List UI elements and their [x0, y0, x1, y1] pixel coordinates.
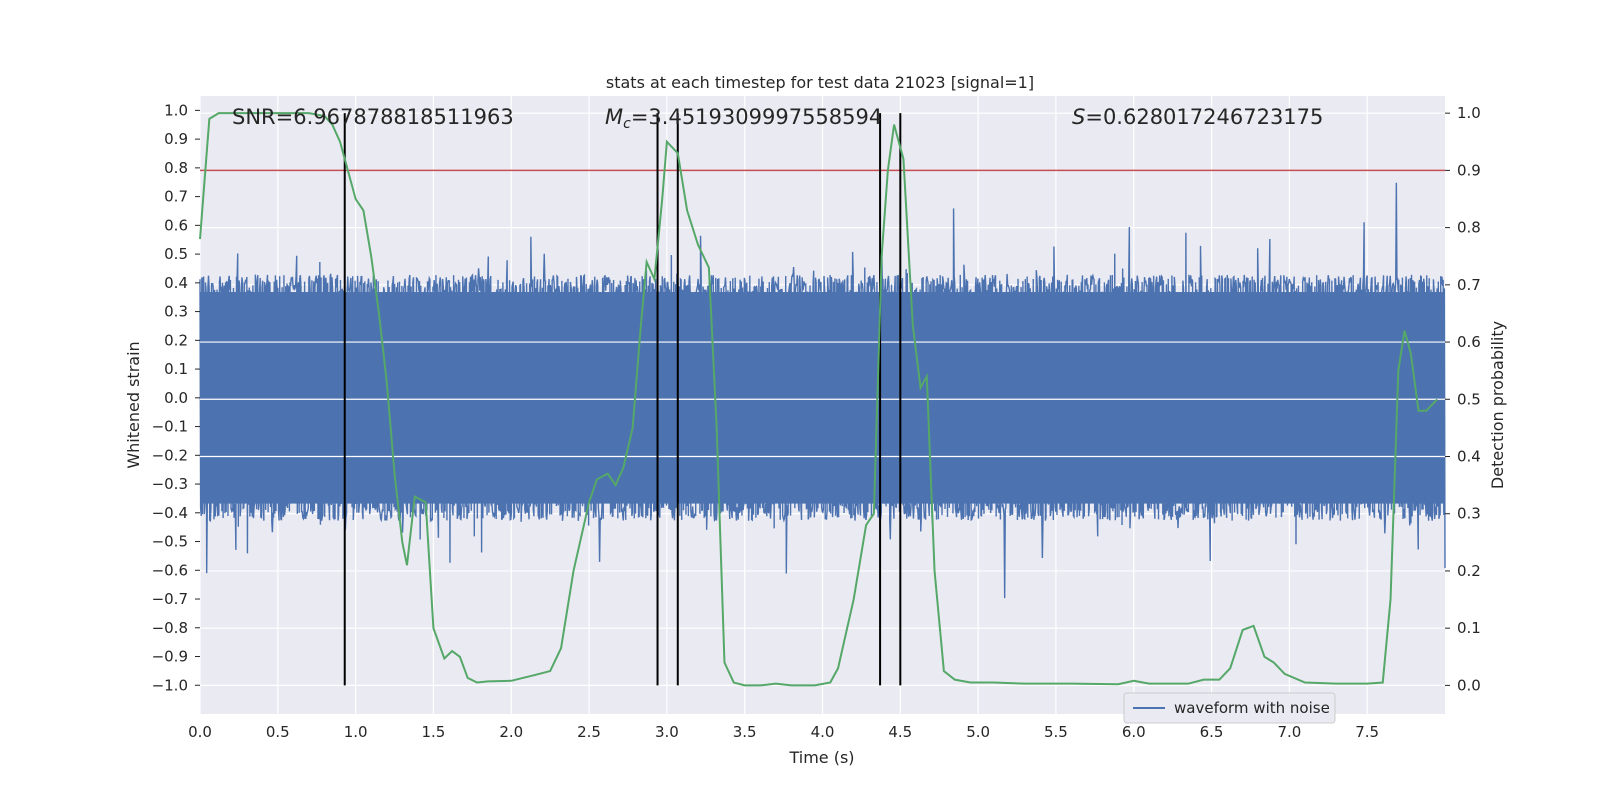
x-tick-label-5: 2.5 [577, 723, 601, 741]
chart-title: stats at each timestep for test data 210… [606, 73, 1034, 92]
y-right-tick-label-5: 0.5 [1457, 390, 1481, 408]
x-tick-label-7: 3.5 [733, 723, 757, 741]
y-left-tick-label-0: 1.0 [164, 101, 188, 119]
x-tick-label-3: 1.5 [422, 723, 446, 741]
y-left-tick-label-9: 0.1 [164, 360, 188, 378]
y-left-tick-label-14: −0.4 [152, 504, 188, 522]
x-tick-label-2: 1.0 [344, 723, 368, 741]
y-left-tick-label-2: 0.8 [164, 159, 188, 177]
y-left-tick-label-19: −0.9 [152, 648, 188, 666]
y-axis-right: 1.0 0.9 0.8 0.7 0.6 0.5 0.4 0.3 0.2 0.1 0.0 [1445, 104, 1481, 694]
overlay-layer [199, 112, 1445, 687]
y-left-tick-label-20: −1.0 [152, 676, 188, 694]
legend-box [1123, 692, 1336, 724]
s-annotation: S=0.628017246723175 [1072, 105, 1323, 129]
y-right-tick-label-6: 0.4 [1457, 448, 1481, 466]
y-left-tick-label-3: 0.7 [164, 188, 188, 206]
chirp-mass-annotation: Mc=3.4519309997558594 [605, 105, 882, 132]
x-tick-label-1: 0.5 [266, 723, 290, 741]
y-left-tick-label-10: 0.0 [164, 389, 188, 407]
y-left-tick-label-1: 0.9 [164, 130, 188, 148]
s-symbol: S [1072, 105, 1085, 129]
y-left-tick-label-18: −0.8 [152, 619, 188, 637]
chirp-mass-symbol: M [605, 105, 623, 129]
y-axis-left: 1.0 0.9 0.8 0.7 0.6 0.5 0.4 0.3 0.2 0.1 0.0 −0.1 −0.… [152, 101, 200, 694]
y-right-tick-label-7: 0.3 [1457, 505, 1481, 523]
y-right-tick-label-8: 0.2 [1457, 562, 1481, 580]
y-left-tick-label-13: −0.3 [152, 475, 188, 493]
y-left-tick-label-12: −0.2 [152, 446, 188, 464]
snr-annotation: SNR=6.967878818511963 [232, 105, 514, 129]
y-left-tick-label-7: 0.3 [164, 303, 188, 321]
x-tick-label-15: 7.5 [1355, 723, 1379, 741]
waveform-core-band [200, 292, 1445, 504]
x-tick-label-8: 4.0 [811, 723, 835, 741]
x-tick-label-0: 0.0 [188, 723, 212, 741]
y-right-tick-label-4: 0.6 [1457, 333, 1481, 351]
s-value: =0.628017246723175 [1085, 105, 1323, 129]
x-tick-label-13: 6.5 [1200, 723, 1224, 741]
x-tick-label-11: 5.5 [1044, 723, 1068, 741]
x-tick-label-12: 6.0 [1122, 723, 1146, 741]
y-left-tick-label-17: −0.7 [152, 590, 188, 608]
y-right-tick-label-0: 1.0 [1457, 104, 1481, 122]
y-left-tick-label-11: −0.1 [152, 418, 188, 436]
y-axis-right-label: Detection probability [1488, 321, 1507, 489]
legend: waveform with noise [1123, 692, 1336, 724]
y-left-tick-label-4: 0.6 [164, 216, 188, 234]
y-right-tick-label-9: 0.1 [1457, 619, 1481, 637]
x-axis: 0.0 0.5 1.0 1.5 2.0 2.5 3.0 3.5 4.0 4.5 5.0 5.5 6.0 6… [188, 723, 1379, 741]
x-tick-label-4: 2.0 [499, 723, 523, 741]
y-right-tick-label-10: 0.0 [1457, 676, 1481, 694]
y-right-tick-label-1: 0.9 [1457, 161, 1481, 179]
legend-waveform-label: waveform with noise [1174, 699, 1330, 717]
y-left-tick-label-5: 0.5 [164, 245, 188, 263]
detection-probability-line [199, 112, 1438, 687]
chirp-mass-subscript: c [623, 116, 631, 132]
y-axis-left-label: Whitened strain [124, 341, 143, 468]
waveform-with-noise-series [199, 182, 1446, 599]
y-left-tick-label-8: 0.2 [164, 331, 188, 349]
y-left-tick-label-6: 0.4 [164, 274, 188, 292]
x-tick-label-10: 5.0 [966, 723, 990, 741]
x-tick-label-14: 7.0 [1277, 723, 1301, 741]
y-left-tick-label-16: −0.6 [152, 561, 188, 579]
chirp-mass-value: =3.4519309997558594 [631, 105, 882, 129]
x-tick-label-6: 3.0 [655, 723, 679, 741]
x-tick-label-9: 4.5 [888, 723, 912, 741]
x-axis-label: Time (s) [788, 748, 854, 767]
y-right-tick-label-3: 0.7 [1457, 276, 1481, 294]
y-right-tick-label-2: 0.8 [1457, 219, 1481, 237]
y-left-tick-label-15: −0.5 [152, 533, 188, 551]
